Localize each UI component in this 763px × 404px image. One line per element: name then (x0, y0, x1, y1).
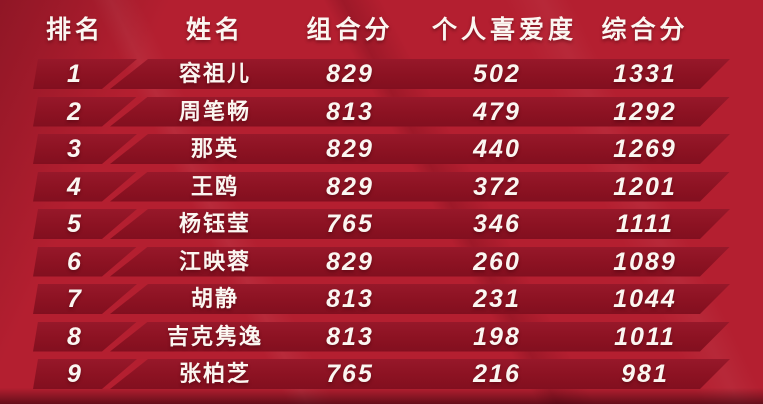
contestant-name: 王鸥 (190, 173, 239, 199)
column-header-personal: 个人喜爱度 (432, 16, 578, 44)
combo-score-value: 829 (326, 247, 374, 276)
table-row: 1 容祖儿 829 502 1331 (0, 59, 763, 89)
personal-likability-value: 502 (473, 60, 521, 88)
table-row: 7 胡静 813 231 1044 (0, 284, 763, 314)
rank-value: 5 (67, 210, 83, 238)
personal-likability-value: 216 (473, 360, 521, 388)
personal-likability-value: 479 (473, 97, 521, 126)
total-score-value: 1269 (613, 135, 677, 163)
combo-score-value: 813 (326, 97, 374, 126)
total-score-value: 1011 (614, 322, 676, 351)
table-row: 9 张柏芝 765 216 981 (0, 359, 763, 389)
table-row: 8 吉克隽逸 813 198 1011 (0, 322, 763, 352)
column-header-rank: 排名 (45, 16, 104, 44)
total-score-value: 1044 (613, 285, 677, 313)
combo-score-value: 829 (326, 172, 374, 201)
rank-value: 7 (67, 285, 83, 313)
table-row: 4 王鸥 829 372 1201 (0, 172, 763, 202)
contestant-name: 张柏芝 (178, 361, 251, 386)
row-bar-background (110, 209, 730, 239)
combo-score-value: 813 (326, 285, 374, 313)
total-score-value: 1331 (613, 60, 677, 88)
row-bar-background (110, 172, 730, 202)
total-score-value: 1292 (613, 97, 677, 126)
combo-score-value: 765 (326, 360, 374, 388)
rank-value: 9 (67, 360, 83, 388)
row-bar-background (110, 247, 730, 277)
contestant-name: 杨钰莹 (178, 211, 251, 236)
row-bar-background (110, 359, 730, 389)
combo-score-value: 829 (326, 60, 374, 88)
combo-score-value: 765 (326, 210, 374, 238)
table-row: 6 江映蓉 829 260 1089 (0, 247, 763, 277)
rank-value: 1 (67, 60, 83, 88)
total-score-value: 981 (621, 360, 669, 388)
rank-value: 2 (67, 97, 83, 126)
combo-score-value: 829 (326, 135, 374, 163)
row-bar-background (110, 284, 730, 314)
rank-value: 3 (67, 135, 83, 163)
column-header-total: 综合分 (601, 16, 689, 44)
contestant-name: 江映蓉 (178, 248, 251, 274)
table-header-row: 排名 姓名 组合分 个人喜爱度 综合分 (0, 15, 763, 45)
rank-value: 8 (67, 322, 83, 351)
column-header-name: 姓名 (185, 16, 244, 44)
personal-likability-value: 260 (473, 247, 521, 276)
column-header-combo: 组合分 (306, 16, 394, 44)
personal-likability-value: 372 (473, 172, 521, 201)
total-score-value: 1111 (615, 210, 675, 238)
personal-likability-value: 231 (473, 285, 521, 313)
contestant-name: 胡静 (190, 286, 239, 311)
table-row: 5 杨钰莹 765 346 1111 (0, 209, 763, 239)
contestant-name: 那英 (190, 136, 239, 161)
contestant-name: 周笔畅 (178, 98, 251, 124)
table-row: 3 那英 829 440 1269 (0, 134, 763, 164)
personal-likability-value: 346 (473, 210, 521, 238)
rank-value: 4 (67, 172, 83, 201)
contestant-name: 吉克隽逸 (166, 323, 263, 349)
personal-likability-value: 198 (473, 322, 521, 351)
table-body: 1 容祖儿 829 502 1331 2 周笔畅 813 479 1292 3 … (0, 59, 763, 389)
row-bar-background (110, 97, 730, 127)
personal-likability-value: 440 (473, 135, 521, 163)
combo-score-value: 813 (326, 322, 374, 351)
row-bar-background (110, 59, 730, 89)
total-score-value: 1201 (613, 172, 677, 201)
table-row: 2 周笔畅 813 479 1292 (0, 97, 763, 127)
contestant-name: 容祖儿 (178, 61, 251, 86)
row-bar-background (110, 322, 730, 352)
row-bar-background (110, 134, 730, 164)
rank-value: 6 (67, 247, 83, 276)
total-score-value: 1089 (613, 247, 677, 276)
